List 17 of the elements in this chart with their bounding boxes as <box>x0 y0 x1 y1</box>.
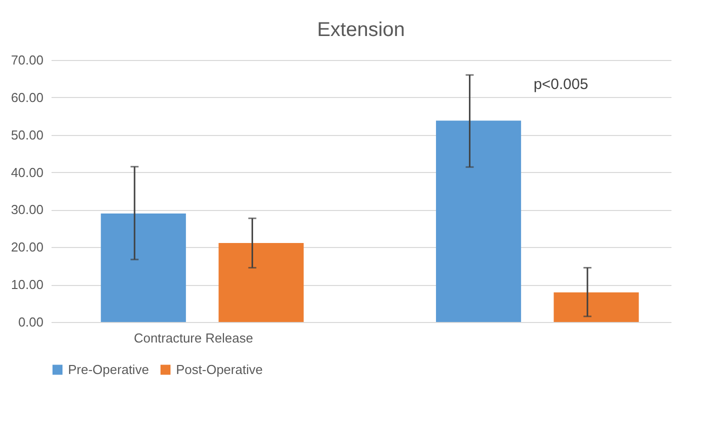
y-tick-label: 50.00 <box>10 127 44 142</box>
annotation: p<0.005 <box>534 76 588 93</box>
bar <box>436 120 522 322</box>
bar <box>218 243 304 322</box>
bar <box>554 292 639 322</box>
y-tick-label: 10.00 <box>10 277 44 292</box>
y-tick-label: 40.00 <box>10 164 44 180</box>
y-tick-label: 0.00 <box>18 314 44 330</box>
y-tick-label: 30.00 <box>10 202 44 218</box>
bar <box>100 213 186 322</box>
y-tick-label: 20.00 <box>10 240 44 255</box>
chart-title: Extension <box>317 19 405 41</box>
x-tick-label: Contracture Release <box>134 330 254 346</box>
legend-label: Pre-Operative <box>68 362 149 377</box>
y-tick-label: 70.00 <box>10 52 44 68</box>
y-tick-label: 60.00 <box>10 90 44 105</box>
legend-label: Post-Operative <box>176 362 263 377</box>
